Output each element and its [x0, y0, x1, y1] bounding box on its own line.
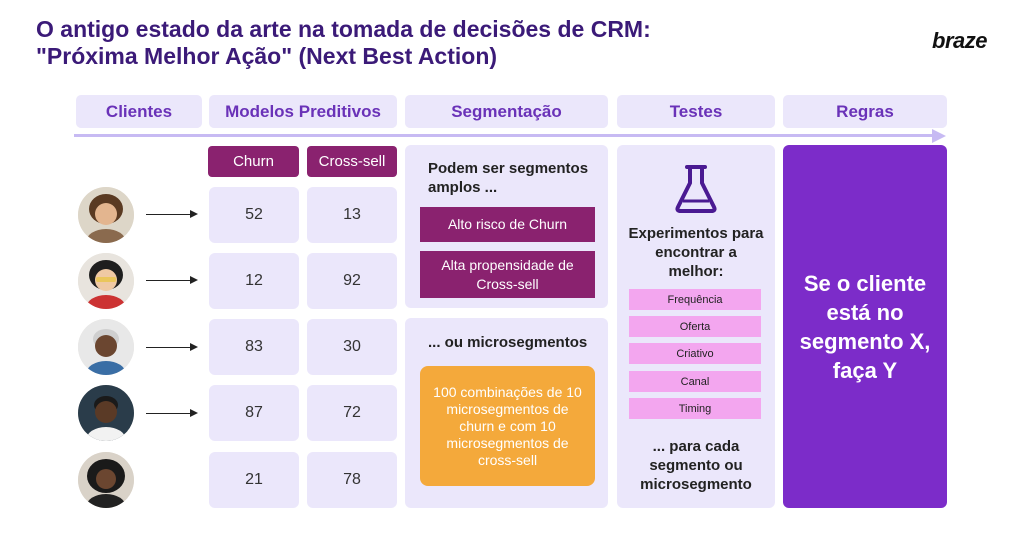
test-item-timing: Timing: [629, 398, 761, 419]
braze-logo: braze: [932, 28, 987, 53]
test-item-frequencia: Frequência: [629, 289, 761, 310]
rules-panel: Se o cliente está no segmento X, faça Y: [783, 145, 947, 508]
test-item-criativo: Criativo: [629, 343, 761, 364]
test-item-oferta: Oferta: [629, 316, 761, 337]
crosssell-score-2: 92: [307, 253, 397, 309]
timeline-arrow-line: [74, 134, 936, 137]
header-segmentacao: Segmentação: [405, 95, 608, 128]
crosssell-label: Cross-sell: [307, 146, 397, 177]
crosssell-score-5: 78: [307, 452, 397, 508]
header-regras: Regras: [783, 95, 947, 128]
customer-avatar-4: [78, 385, 134, 441]
customer-avatar-3: [78, 319, 134, 375]
row-arrow-4: [146, 409, 198, 417]
tests-heading: Experimentos para encontrar a melhor:: [628, 225, 764, 280]
churn-score-5: 21: [209, 452, 299, 508]
churn-score-4: 87: [209, 385, 299, 441]
slide-title: O antigo estado da arte na tomada de dec…: [36, 16, 651, 70]
header-clientes: Clientes: [76, 95, 202, 128]
tests-footer: ... para cada segmento ou microsegmento: [640, 438, 752, 493]
test-item-canal: Canal: [629, 371, 761, 392]
row-arrow-2: [146, 276, 198, 284]
rules-text: Se o cliente está no segmento X, faça Y: [799, 270, 931, 383]
customer-avatar-1: [78, 187, 134, 243]
slide-title-line2: "Próxima Melhor Ação" (Next Best Action): [36, 43, 498, 69]
churn-score-3: 83: [209, 319, 299, 375]
header-modelos-preditivos: Modelos Preditivos: [209, 95, 397, 128]
row-arrow-3: [146, 343, 198, 351]
crosssell-score-4: 72: [307, 385, 397, 441]
churn-score-2: 12: [209, 253, 299, 309]
crosssell-score-3: 30: [307, 319, 397, 375]
slide-title-line1: O antigo estado da arte na tomada de dec…: [36, 16, 651, 42]
segment-alta-propensidade: Alta propensidade de Cross-sell: [420, 251, 595, 298]
row-arrow-1: [146, 210, 198, 218]
microsegments-heading: ... ou microsegmentos: [428, 334, 588, 351]
segment-alto-risco-churn: Alto risco de Churn: [420, 207, 595, 242]
header-testes: Testes: [617, 95, 775, 128]
crosssell-score-1: 13: [307, 187, 397, 243]
customer-avatar-2: [78, 253, 134, 309]
microsegments-description-text: 100 combinações de 10 microsegmentos de …: [433, 383, 582, 468]
flask-icon: [673, 163, 719, 220]
microsegments-description: 100 combinações de 10 microsegmentos de …: [420, 366, 595, 486]
churn-label: Churn: [208, 146, 299, 177]
broad-segments-heading: Podem ser segmentos amplos ...: [428, 160, 589, 196]
timeline-arrow-head: [932, 129, 946, 143]
customer-avatar-5: [78, 452, 134, 508]
churn-score-1: 52: [209, 187, 299, 243]
